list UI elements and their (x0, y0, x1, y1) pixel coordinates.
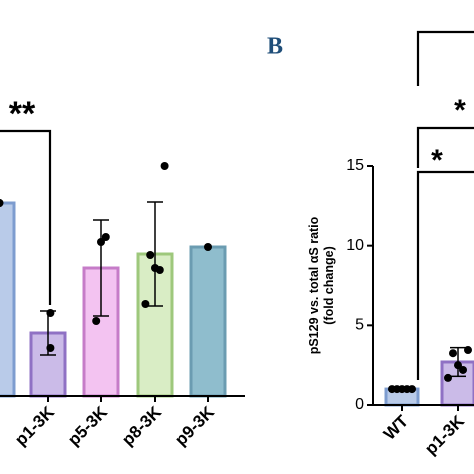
y-tick-label: 5 (355, 317, 364, 334)
significance: * (431, 144, 443, 177)
data-point (146, 251, 155, 259)
data-point (459, 365, 467, 374)
x-tick-label: p9-3K (171, 402, 218, 449)
bar (0, 201, 16, 398)
x-tick-label: p5-3K (64, 402, 111, 449)
sig-bracket (416, 170, 474, 380)
y-tick-label: 15 (346, 157, 364, 174)
data-point (204, 243, 212, 251)
significance: * (454, 94, 466, 127)
data-point (46, 309, 55, 317)
brackets (0, 30, 474, 380)
data-point (449, 349, 457, 358)
significance: ** (9, 95, 36, 133)
data-point (160, 162, 169, 170)
data-point (141, 300, 150, 308)
sig-bracket (416, 30, 474, 86)
bar (189, 245, 227, 398)
panel-label: B (267, 34, 283, 60)
y-axis-label: pS129 vs. total αS ratio(fold change) (307, 216, 336, 354)
sig-bracket (0, 129, 52, 305)
y-tick-label: 0 (355, 396, 364, 413)
data-point (97, 238, 105, 246)
data-point (155, 266, 164, 274)
data-point (454, 361, 462, 370)
data-point (92, 317, 101, 325)
data-point (464, 346, 472, 355)
x-tick-label: WT (380, 411, 413, 444)
data-point (101, 233, 110, 241)
x-tick-label: p1-3K (421, 411, 468, 458)
data-point (388, 385, 396, 394)
x-tick-label: p1-3K (11, 402, 58, 449)
x-tick-label: p8-3K (118, 402, 165, 449)
sig-bracket (416, 126, 474, 168)
y-tick-label: 10 (346, 237, 364, 254)
data-point (0, 199, 4, 207)
data-point (46, 344, 55, 352)
data-point (444, 373, 452, 382)
data-point (403, 385, 411, 394)
